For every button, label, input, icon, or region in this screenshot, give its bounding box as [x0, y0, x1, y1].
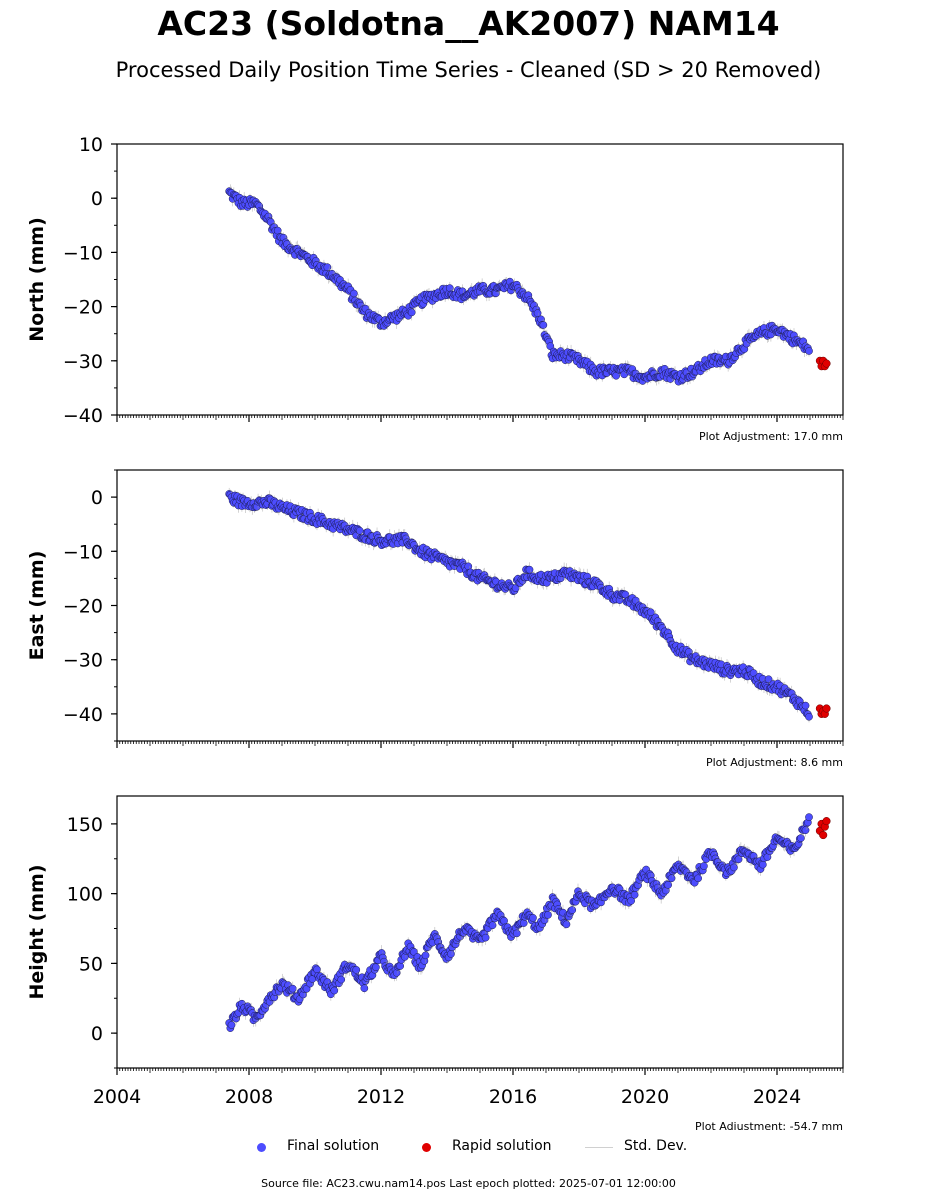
- final-point: [568, 906, 577, 914]
- y-tick-label: 0: [91, 1023, 103, 1045]
- final-point: [801, 701, 810, 710]
- final-point: [664, 881, 672, 889]
- x-tick-label: 2020: [621, 1086, 669, 1108]
- final-point: [758, 860, 767, 869]
- legend-rapid-marker: [422, 1143, 431, 1152]
- final-point: [500, 916, 508, 925]
- east-frame: [116, 469, 844, 742]
- final-point: [360, 984, 369, 993]
- final-point: [544, 911, 552, 919]
- legend-std-label: Std. Dev.: [624, 1138, 688, 1154]
- final-point: [730, 863, 738, 872]
- final-point: [805, 347, 813, 355]
- east-ylabel: East (mm): [26, 551, 48, 661]
- final-point: [352, 966, 361, 974]
- legend-std-line: [585, 1147, 613, 1148]
- chart-title: AC23 (Soldotna__AK2007) NAM14: [157, 4, 780, 43]
- final-point: [407, 308, 416, 317]
- final-point: [764, 675, 773, 684]
- x-tick-label: 2024: [753, 1086, 801, 1108]
- source-footer: Source file: AC23.cwu.nam14.pos Last epo…: [261, 1177, 676, 1190]
- legend-rapid-label: Rapid solution: [452, 1138, 552, 1154]
- height-ylabel: Height (mm): [26, 864, 48, 999]
- final-point: [539, 321, 548, 329]
- y-tick-label: −30: [63, 351, 103, 373]
- x-tick-label: 2012: [357, 1086, 405, 1108]
- final-point: [512, 929, 521, 938]
- y-tick-label: 0: [91, 188, 103, 210]
- north-plot-adjustment: Plot Adjustment: 17.0 mm: [699, 430, 843, 443]
- y-tick-label: −10: [63, 242, 103, 264]
- final-point: [481, 933, 490, 942]
- x-tick-label: 2016: [489, 1086, 537, 1108]
- final-point: [396, 962, 404, 970]
- final-point: [227, 1021, 236, 1029]
- y-tick-label: −20: [63, 596, 103, 618]
- y-tick-label: −10: [63, 541, 103, 563]
- legend-final-label: Final solution: [287, 1138, 380, 1154]
- final-point: [805, 712, 813, 721]
- east-final-points: [225, 487, 813, 723]
- y-tick-label: −30: [63, 650, 103, 672]
- final-point: [488, 921, 497, 930]
- y-tick-label: −40: [63, 704, 103, 726]
- final-point: [337, 975, 346, 984]
- y-tick-label: 0: [91, 487, 103, 509]
- height-final-points: [225, 813, 813, 1032]
- rapid-point: [822, 704, 831, 713]
- final-point: [372, 963, 380, 972]
- y-tick-label: −20: [63, 297, 103, 319]
- final-point: [421, 951, 430, 960]
- rapid-point: [819, 831, 828, 840]
- y-tick-label: 50: [79, 953, 103, 975]
- y-tick-label: 100: [67, 884, 103, 906]
- chart-subtitle: Processed Daily Position Time Series - C…: [115, 58, 822, 82]
- y-tick-label: −40: [63, 405, 103, 427]
- y-tick-label: 10: [79, 134, 103, 156]
- final-point: [562, 920, 571, 929]
- east-rapid-points: [815, 704, 831, 718]
- east-plot-adjustment: Plot Adjustment: 8.6 mm: [706, 756, 843, 769]
- legend-final-marker: [257, 1143, 266, 1152]
- final-point: [627, 896, 635, 905]
- rapid-point: [822, 817, 831, 826]
- final-point: [630, 890, 639, 899]
- final-point: [734, 855, 743, 864]
- final-point: [323, 263, 332, 272]
- final-point: [700, 862, 708, 870]
- final-point: [519, 919, 528, 927]
- final-point: [313, 965, 321, 974]
- north-final-points: [225, 184, 813, 386]
- final-point: [805, 813, 813, 821]
- final-point: [529, 914, 537, 922]
- final-point: [350, 289, 358, 298]
- rapid-point: [822, 359, 831, 368]
- height-plot-adjustment: Plot Adjustment: -54.7 mm: [695, 1120, 843, 1130]
- final-point: [667, 874, 676, 883]
- north-frame: [116, 143, 844, 416]
- height-rapid-points: [815, 817, 831, 840]
- final-point: [330, 986, 339, 995]
- final-point: [288, 984, 297, 993]
- final-point: [694, 874, 702, 883]
- legend: Final solution Rapid solution Std. Dev.: [0, 1138, 937, 1158]
- y-tick-label: 150: [67, 814, 103, 836]
- final-point: [797, 834, 805, 842]
- north-ylabel: North (mm): [26, 217, 48, 342]
- north-rapid-points: [815, 356, 831, 371]
- x-tick-label: 2004: [93, 1086, 141, 1108]
- final-point: [447, 950, 455, 958]
- final-point: [546, 342, 555, 351]
- x-tick-label: 2008: [225, 1086, 273, 1108]
